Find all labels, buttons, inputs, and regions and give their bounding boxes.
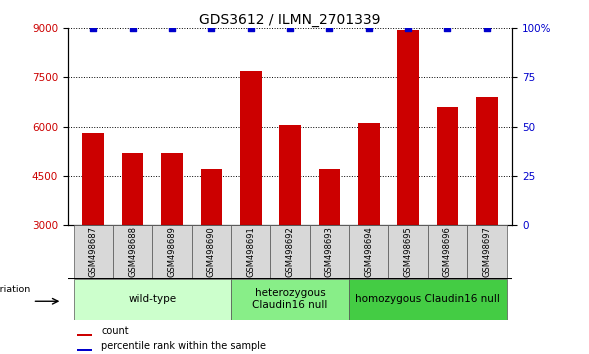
Text: GSM498693: GSM498693 bbox=[325, 226, 334, 277]
Bar bbox=[358, 123, 380, 225]
Text: percentile rank within the sample: percentile rank within the sample bbox=[101, 341, 266, 351]
FancyBboxPatch shape bbox=[349, 279, 507, 320]
FancyBboxPatch shape bbox=[113, 225, 153, 278]
Point bbox=[207, 25, 216, 31]
Text: GSM498697: GSM498697 bbox=[482, 226, 491, 277]
Bar bbox=[77, 333, 92, 336]
Bar bbox=[200, 169, 222, 225]
Text: homozygous Claudin16 null: homozygous Claudin16 null bbox=[355, 294, 500, 304]
FancyBboxPatch shape bbox=[153, 225, 191, 278]
Point bbox=[246, 25, 256, 31]
Bar bbox=[279, 125, 301, 225]
Bar bbox=[240, 71, 262, 225]
Text: GSM498695: GSM498695 bbox=[403, 226, 413, 277]
Text: genotype/variation: genotype/variation bbox=[0, 285, 31, 294]
Bar bbox=[82, 133, 104, 225]
FancyBboxPatch shape bbox=[191, 225, 231, 278]
Point bbox=[482, 25, 492, 31]
Text: GSM498692: GSM498692 bbox=[286, 226, 294, 277]
Text: heterozygous
Claudin16 null: heterozygous Claudin16 null bbox=[253, 288, 327, 310]
Point bbox=[325, 25, 334, 31]
FancyBboxPatch shape bbox=[467, 225, 507, 278]
Point bbox=[167, 25, 177, 31]
Point bbox=[128, 25, 137, 31]
Point bbox=[403, 25, 413, 31]
Bar bbox=[476, 97, 498, 225]
Bar bbox=[161, 153, 183, 225]
Text: GSM498694: GSM498694 bbox=[364, 226, 373, 277]
Point bbox=[88, 25, 98, 31]
FancyBboxPatch shape bbox=[349, 225, 389, 278]
Point bbox=[364, 25, 373, 31]
Bar bbox=[436, 107, 458, 225]
Point bbox=[443, 25, 452, 31]
Bar bbox=[77, 349, 92, 350]
FancyBboxPatch shape bbox=[74, 225, 113, 278]
FancyBboxPatch shape bbox=[428, 225, 467, 278]
Text: GSM498687: GSM498687 bbox=[89, 226, 98, 277]
FancyBboxPatch shape bbox=[389, 225, 428, 278]
Bar bbox=[398, 30, 419, 225]
Text: GSM498690: GSM498690 bbox=[207, 226, 216, 277]
Title: GDS3612 / ILMN_2701339: GDS3612 / ILMN_2701339 bbox=[199, 13, 381, 27]
FancyBboxPatch shape bbox=[231, 279, 349, 320]
Text: GSM498688: GSM498688 bbox=[128, 226, 137, 277]
Bar bbox=[122, 153, 144, 225]
FancyBboxPatch shape bbox=[231, 225, 270, 278]
Point bbox=[285, 25, 294, 31]
FancyBboxPatch shape bbox=[310, 225, 349, 278]
Text: wild-type: wild-type bbox=[128, 294, 177, 304]
FancyBboxPatch shape bbox=[270, 225, 310, 278]
Text: GSM498691: GSM498691 bbox=[246, 226, 255, 277]
Text: count: count bbox=[101, 326, 129, 336]
Text: GSM498696: GSM498696 bbox=[443, 226, 452, 277]
Bar bbox=[319, 169, 340, 225]
FancyBboxPatch shape bbox=[74, 279, 231, 320]
Text: GSM498689: GSM498689 bbox=[167, 226, 177, 277]
